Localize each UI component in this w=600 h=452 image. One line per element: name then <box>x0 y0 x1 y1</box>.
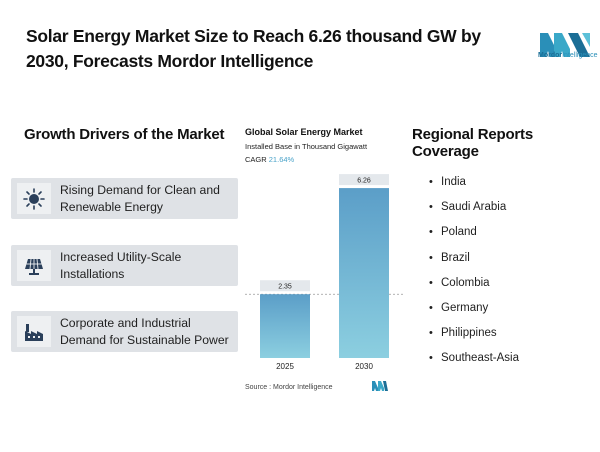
data-label-bg <box>260 280 310 292</box>
chart-title: Global Solar Energy Market <box>245 127 363 137</box>
region-item: • Southeast-Asia <box>429 350 519 375</box>
region-item: • Colombia <box>429 275 519 300</box>
bullet: • <box>429 226 433 239</box>
x-tick-label: 2030 <box>355 362 373 371</box>
driver-label: Corporate and Industrial Demand for Sust… <box>60 316 229 347</box>
data-label: 2.35 <box>278 284 292 291</box>
mordor-logo <box>540 33 590 57</box>
region-item: • India <box>429 174 519 199</box>
solar-panel-icon <box>17 250 51 281</box>
factory-icon <box>17 316 51 347</box>
chart-subtitle: Installed Base in Thousand Gigawatt <box>245 142 368 151</box>
cagr-value: 21.64% <box>268 155 295 164</box>
mordor-mini-logo <box>372 381 388 391</box>
regions-list: • India • Saudi Arabia • Poland • Brazil • Co… <box>429 174 519 376</box>
drivers-title: Growth Drivers of the Market <box>24 126 225 143</box>
bullet: • <box>429 201 433 214</box>
driver-card: Rising Demand for Clean and Renewable En… <box>11 178 238 219</box>
region-item: • Poland <box>429 224 519 249</box>
bullet: • <box>429 327 433 340</box>
region-item: • Brazil <box>429 250 519 275</box>
bar-chart: 2.35 2025 6.26 2030 <box>245 174 405 371</box>
chart-source: Source : Mordor Intelligence <box>245 384 333 391</box>
region-item: • Philippines <box>429 325 519 350</box>
driver-label: Rising Demand for Clean and Renewable En… <box>60 183 220 214</box>
bullet: • <box>429 276 433 289</box>
region-item: • Saudi Arabia <box>429 199 519 224</box>
cagr-label: CAGR <box>245 155 267 164</box>
bullet: • <box>429 251 433 264</box>
logo-text: MordorIntelligence <box>538 52 598 59</box>
bar-2025 <box>260 294 310 358</box>
driver-card: Corporate and Industrial Demand for Sust… <box>11 311 238 352</box>
sun-icon <box>17 183 51 214</box>
data-label-bg <box>339 174 389 186</box>
region-item: • Germany <box>429 300 519 325</box>
regions-title: Regional Reports Coverage <box>412 126 533 160</box>
bar-2030 <box>339 188 389 358</box>
data-label: 6.26 <box>357 178 371 185</box>
bullet: • <box>429 352 433 365</box>
page-title: Solar Energy Market Size to Reach 6.26 t… <box>26 26 481 71</box>
bullet: • <box>429 176 433 188</box>
x-tick-label: 2025 <box>276 362 294 371</box>
driver-label: Increased Utility-Scale Installations <box>60 250 182 281</box>
bullet: • <box>429 301 433 314</box>
chart-cagr: CAGR 21.64% <box>245 155 294 164</box>
driver-card: Increased Utility-Scale Installations <box>11 245 238 286</box>
